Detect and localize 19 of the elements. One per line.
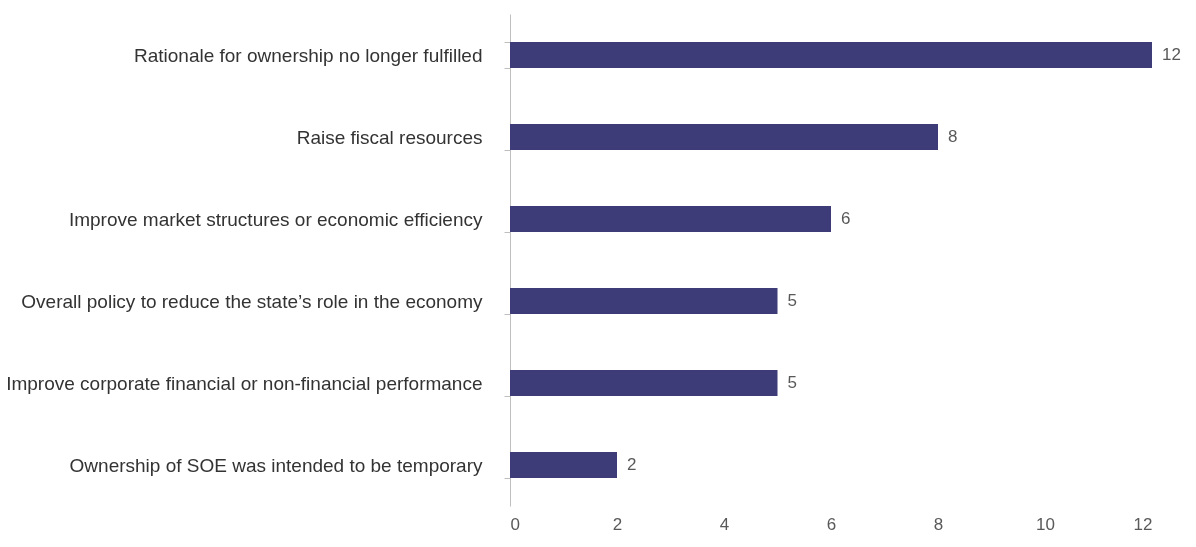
- data-label: 8: [948, 127, 958, 146]
- data-label: 6: [841, 209, 851, 228]
- y-tick-label: Improve market structures or economic efficiency: [68, 208, 483, 230]
- x-tick-label: 10: [1036, 514, 1055, 534]
- data-label: 2: [627, 455, 637, 474]
- y-tick-label: Raise fiscal resources: [296, 126, 483, 148]
- data-label: 5: [787, 291, 797, 310]
- x-tick-label: 2: [612, 514, 623, 534]
- x-tick-label: 6: [826, 514, 837, 534]
- x-tick-label: 12: [1133, 514, 1153, 534]
- y-tick-label: Rationale for ownership no longer fulfilled: [133, 44, 483, 66]
- x-tick-label: 8: [933, 514, 944, 534]
- y-tick-label: Ownership of SOE was intended to be temporary: [69, 454, 483, 476]
- data-label: 12: [1162, 45, 1181, 64]
- x-tick-label: 4: [719, 514, 730, 534]
- data-label: 5: [787, 373, 797, 392]
- y-tick-label: Overall policy to reduce the state’s role in the economy: [21, 290, 483, 312]
- y-tick-label: Improve corporate financial or non-financial performance: [6, 372, 483, 394]
- x-tick-label: 0: [510, 514, 520, 534]
